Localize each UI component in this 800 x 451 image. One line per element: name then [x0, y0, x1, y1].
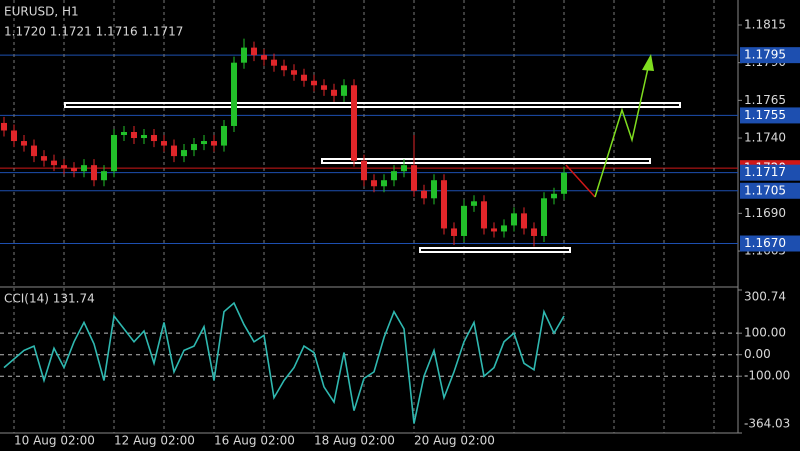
candle-body: [231, 62, 237, 126]
candle-body: [291, 70, 297, 75]
candle-body: [181, 150, 187, 157]
y-tick-label: 100.00: [744, 326, 786, 340]
candle-body: [241, 47, 247, 63]
labels: EURUSD, H1 1.1720 1.1721 1.1716 1.1717 C…: [4, 5, 800, 448]
y-tick-label: 0.00: [744, 347, 771, 361]
candle-body: [301, 74, 307, 81]
y-tick-label: 1.1815: [744, 18, 786, 32]
level-label-box: [740, 235, 800, 252]
level-label-box: [740, 182, 800, 199]
y-tick-label: 300.74: [744, 290, 786, 304]
x-tick-label: 18 Aug 02:00: [314, 434, 395, 448]
y-tick-label: 1.1765: [744, 93, 786, 107]
candle-body: [171, 145, 177, 157]
candle-body: [221, 125, 227, 146]
candle-body: [211, 141, 217, 146]
candle-body: [481, 201, 487, 229]
candle-body: [51, 160, 57, 166]
candle-body: [101, 171, 107, 181]
candle-body: [551, 193, 557, 199]
grid: [0, 0, 738, 433]
candle-body: [191, 144, 197, 151]
level-label: 1.1755: [744, 108, 786, 122]
drawings: [64, 54, 681, 253]
level-label: 1.1717: [744, 165, 786, 179]
y-tick-label: -364.03: [744, 417, 790, 431]
candle-body: [141, 135, 147, 139]
x-tick-label: 12 Aug 02:00: [114, 434, 195, 448]
y-tick-label: 1.1740: [744, 131, 786, 145]
y-tick-label: 1.1690: [744, 206, 786, 220]
level-label-box: [740, 164, 800, 181]
y-tick-label: -100.00: [744, 369, 790, 383]
candle-body: [271, 59, 277, 66]
candle-body: [311, 80, 317, 86]
candle-body: [251, 47, 257, 56]
candle-body: [541, 198, 547, 236]
level-label-box: [740, 47, 800, 64]
candle-body: [411, 165, 417, 191]
candle-body: [371, 180, 377, 187]
level-lines: [0, 54, 738, 245]
candle-body: [491, 228, 497, 232]
candle-body: [11, 130, 17, 142]
projection-down: [565, 164, 596, 198]
candle-body: [421, 190, 427, 199]
candle-body: [471, 201, 477, 206]
x-tick-label: 20 Aug 02:00: [414, 434, 495, 448]
candle-body: [1, 122, 7, 131]
indicator-title: CCI(14) 131.74: [4, 292, 95, 306]
candle-body: [261, 55, 267, 60]
candle-body: [131, 132, 137, 139]
candle-body: [21, 141, 27, 146]
candle-body: [441, 180, 447, 229]
candle-body: [361, 160, 367, 181]
candle-body: [41, 156, 47, 161]
projection-up: [594, 67, 649, 198]
x-tick-label: 16 Aug 02:00: [214, 434, 295, 448]
candle-body: [61, 165, 67, 169]
candle-body: [351, 85, 357, 161]
candle-body: [111, 135, 117, 172]
marks: [1, 38, 567, 424]
candle-body: [331, 89, 337, 96]
candle-body: [121, 132, 127, 136]
cci-line: [3, 301, 565, 424]
zone-line: [321, 158, 651, 164]
candle-body: [451, 228, 457, 236]
zone-line: [64, 102, 681, 108]
candle-body: [431, 180, 437, 199]
candle-body: [81, 165, 87, 172]
candle-body: [91, 165, 97, 181]
candle-body: [161, 141, 167, 146]
level-label: 1.1670: [744, 236, 786, 250]
candle-body: [321, 85, 327, 90]
x-tick-label: 10 Aug 02:00: [14, 434, 95, 448]
candle-body: [281, 65, 287, 71]
candle-body: [501, 225, 507, 232]
candle-body: [151, 135, 157, 142]
candle-body: [391, 171, 397, 181]
zone-line: [419, 247, 571, 253]
level-label-box: [740, 107, 800, 124]
candle-body: [31, 145, 37, 157]
candle-body: [531, 228, 537, 236]
candle-body: [461, 205, 467, 236]
candle-body: [381, 180, 387, 187]
candle-body: [201, 141, 207, 145]
projection-arrow: [642, 54, 654, 71]
candle-body: [341, 85, 347, 96]
candle-body: [521, 213, 527, 229]
candle-body: [71, 168, 77, 172]
quote: 1.1720 1.1721 1.1716 1.1717: [4, 25, 183, 39]
candle-body: [401, 165, 407, 172]
symbol-title: EURUSD, H1: [4, 5, 79, 19]
candle-body: [511, 213, 517, 226]
candle-body: [561, 172, 567, 194]
level-label: 1.1795: [744, 48, 786, 62]
level-label: 1.1705: [744, 183, 786, 197]
